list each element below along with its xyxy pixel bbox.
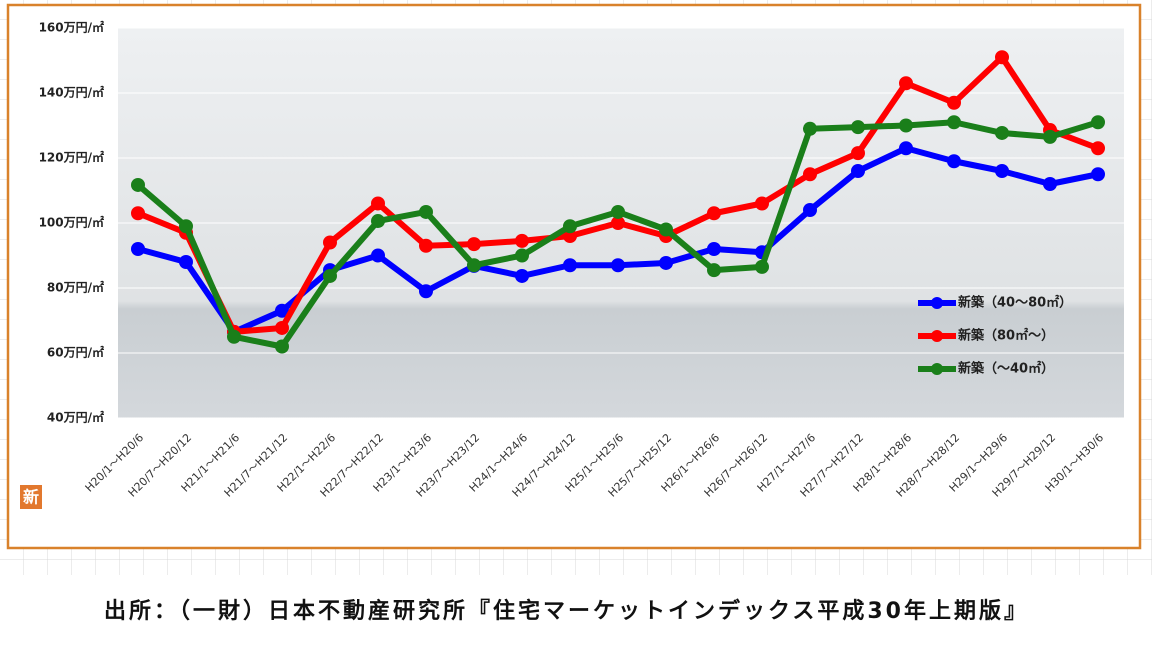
legend-label: 新築（40～80㎡） [958, 295, 1072, 311]
point [659, 222, 673, 237]
point [947, 154, 961, 169]
point [707, 206, 721, 221]
point [899, 118, 913, 133]
point [611, 216, 625, 230]
point [851, 164, 865, 178]
y-tick-label: 120万円/㎡ [39, 150, 104, 165]
legend-label: 新築（80㎡～） [958, 328, 1054, 344]
point [275, 303, 289, 318]
point [227, 329, 241, 344]
point [323, 268, 337, 283]
point [515, 233, 529, 248]
point [131, 206, 145, 221]
point [1091, 141, 1105, 156]
point [467, 237, 481, 252]
point [371, 196, 385, 211]
point [371, 248, 385, 263]
legend-marker [931, 363, 943, 375]
badge-box [20, 485, 42, 509]
y-tick-label: 40万円/㎡ [47, 410, 104, 425]
point [179, 219, 193, 234]
point [995, 125, 1009, 140]
y-tick-label: 140万円/㎡ [39, 85, 104, 100]
point [515, 268, 529, 283]
point [419, 284, 433, 299]
point [755, 196, 769, 211]
point [803, 167, 817, 182]
point [563, 219, 577, 234]
point [899, 141, 913, 156]
point [563, 229, 577, 243]
point [899, 76, 913, 91]
point [803, 121, 817, 136]
legend-marker [931, 330, 943, 342]
point [323, 235, 337, 250]
point [275, 339, 289, 354]
point [851, 120, 865, 135]
point [131, 177, 145, 192]
point [803, 203, 817, 217]
point [611, 258, 625, 273]
point [707, 263, 721, 278]
point [995, 50, 1009, 65]
point [179, 255, 193, 269]
y-tick-label: 60万円/㎡ [47, 345, 104, 360]
point [563, 258, 577, 273]
point [371, 214, 385, 229]
badge: 新 [23, 488, 39, 507]
legend-marker [931, 297, 943, 309]
point [947, 95, 961, 110]
point [755, 259, 769, 274]
point [1091, 167, 1105, 182]
y-tick-label: 100万円/㎡ [39, 215, 104, 230]
source-area [0, 575, 1152, 648]
point [419, 204, 433, 219]
point [707, 242, 721, 256]
point [467, 258, 481, 273]
point [1043, 129, 1057, 144]
y-tick-label: 160万円/㎡ [39, 20, 104, 35]
point [995, 164, 1009, 178]
point [611, 204, 625, 219]
point [851, 146, 865, 161]
point [131, 242, 145, 256]
source: 出所：（一財）日本不動産研究所『住宅マーケットインデックス平成30年上期版』 [104, 598, 1029, 624]
point [659, 255, 673, 270]
point [275, 320, 289, 335]
point [419, 238, 433, 253]
legend-label: 新築（～40㎡） [958, 361, 1054, 377]
point [1091, 115, 1105, 130]
y-tick-label: 80万円/㎡ [47, 280, 104, 295]
point [1043, 177, 1057, 191]
point [515, 248, 529, 263]
point [947, 115, 961, 130]
